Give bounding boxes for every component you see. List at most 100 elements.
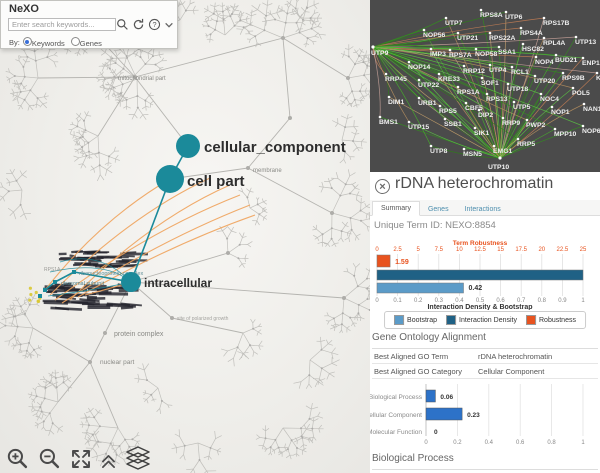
- gene-node-label[interactable]: NOP14: [408, 64, 431, 71]
- gene-node[interactable]: [581, 124, 585, 128]
- gene-node[interactable]: [504, 10, 508, 14]
- gene-node[interactable]: [501, 116, 505, 120]
- gene-node-label[interactable]: HSC82: [522, 46, 544, 53]
- gene-node-label[interactable]: SSB1: [444, 121, 462, 128]
- gene-node[interactable]: [444, 16, 448, 20]
- gene-node[interactable]: [464, 101, 468, 105]
- gene-node-label[interactable]: POL5: [572, 90, 590, 97]
- interaction-network-panel[interactable]: UTP7 RPS8A UTP6 RPS17B NOP56 UTP21 RPS22A RPS4A…: [370, 0, 600, 172]
- gene-node-label[interactable]: UTP20: [534, 78, 555, 85]
- collapse-up-icon[interactable]: [101, 453, 116, 470]
- gene-node-label[interactable]: URB1: [418, 100, 437, 107]
- gene-node[interactable]: [407, 120, 411, 124]
- gene-node-label[interactable]: NOP58: [475, 51, 498, 58]
- gene-node[interactable]: [437, 72, 441, 76]
- gene-node-label[interactable]: DIP2: [478, 112, 493, 119]
- gene-node[interactable]: [474, 47, 478, 51]
- hub-gene-node[interactable]: [498, 156, 502, 160]
- gene-node[interactable]: [422, 28, 426, 32]
- gene-node[interactable]: [521, 42, 525, 46]
- gene-node-label[interactable]: NOP4: [535, 59, 554, 66]
- gene-node[interactable]: [554, 53, 558, 57]
- tab-genes[interactable]: Genes: [427, 206, 449, 213]
- gene-node-label[interactable]: UTP15: [408, 124, 429, 131]
- gene-node[interactable]: [539, 92, 543, 96]
- legend-item-bootstrap[interactable]: Bootstrap: [394, 315, 437, 325]
- gene-node[interactable]: [488, 31, 492, 35]
- gene-node-label[interactable]: RPS7A: [449, 52, 472, 59]
- gene-node-label[interactable]: UTP6: [505, 14, 523, 21]
- hub-gene-label[interactable]: UTP10: [488, 164, 509, 171]
- gene-node-label[interactable]: NOP56: [423, 32, 446, 39]
- gene-node[interactable]: [533, 74, 537, 78]
- gene-node[interactable]: [438, 104, 442, 108]
- gene-node-label[interactable]: RRP45: [385, 76, 407, 83]
- gene-node[interactable]: [581, 56, 585, 60]
- gene-node[interactable]: [417, 96, 421, 100]
- term-node-label-intracellular[interactable]: intracellular: [144, 276, 212, 290]
- gene-node-label[interactable]: MSN5: [463, 151, 482, 158]
- gene-node[interactable]: [497, 45, 501, 49]
- gene-node[interactable]: [561, 71, 565, 75]
- gene-node-label[interactable]: RPS17B: [543, 20, 570, 27]
- gene-node-label[interactable]: RPS9B: [562, 75, 585, 82]
- gene-node-label[interactable]: RPS4A: [520, 30, 543, 37]
- gene-node[interactable]: [510, 65, 514, 69]
- zoom-in-icon[interactable]: [6, 447, 29, 470]
- term-node-cellular_component[interactable]: [176, 134, 200, 158]
- gene-node-label[interactable]: UTP13: [575, 39, 596, 46]
- gene-node-label[interactable]: PWP2: [526, 122, 545, 129]
- tab-interactions[interactable]: Interactions: [464, 206, 501, 213]
- gene-node[interactable]: [417, 78, 421, 82]
- chevron-down-icon[interactable]: [164, 20, 174, 30]
- gene-node[interactable]: [525, 118, 529, 122]
- gene-node[interactable]: [582, 102, 586, 106]
- gene-node-label[interactable]: NOP6: [582, 128, 600, 135]
- gene-node-label[interactable]: DIM1: [388, 99, 404, 106]
- gene-node-label[interactable]: SIK1: [474, 130, 489, 137]
- gene-node-label[interactable]: RRP12: [463, 68, 485, 75]
- gene-node[interactable]: [550, 105, 554, 109]
- tab-summary[interactable]: Summary: [372, 201, 420, 216]
- gene-node-label[interactable]: UTP21: [457, 35, 478, 42]
- gene-node[interactable]: [456, 31, 460, 35]
- gene-node-label[interactable]: RPS22A: [489, 35, 516, 42]
- gene-node[interactable]: [443, 117, 447, 121]
- gene-node[interactable]: [542, 36, 546, 40]
- gene-node-label[interactable]: UTP18: [507, 86, 528, 93]
- gene-node-label[interactable]: RPS8A: [480, 12, 503, 19]
- help-icon[interactable]: ?: [148, 18, 161, 31]
- gene-node[interactable]: [384, 72, 388, 76]
- term-node-intracellular[interactable]: [121, 272, 141, 292]
- gene-node[interactable]: [407, 60, 411, 64]
- term-node-label-cell_part[interactable]: cell part: [187, 173, 245, 190]
- gene-node-label[interactable]: NOC4: [540, 96, 559, 103]
- gene-node[interactable]: [429, 47, 433, 51]
- gene-node-label[interactable]: RPL4A: [543, 40, 565, 47]
- gene-node-label[interactable]: UTP8: [430, 148, 448, 155]
- gene-node-label[interactable]: RPS13: [486, 96, 508, 103]
- gene-node[interactable]: [506, 82, 510, 86]
- radio-genes[interactable]: [70, 37, 80, 46]
- ontology-graph-canvas[interactable]: mitochondrial part membrane RPS1A ribonucle…: [0, 0, 372, 473]
- gene-node-label[interactable]: BUD21: [555, 57, 578, 64]
- gene-node[interactable]: [429, 144, 433, 148]
- gene-node-label[interactable]: RPS1A: [457, 89, 480, 96]
- gene-node[interactable]: [387, 95, 391, 99]
- gene-node[interactable]: [448, 48, 452, 52]
- gene-node-label[interactable]: RCL1: [511, 69, 529, 76]
- gene-node-label[interactable]: SOF1: [481, 80, 499, 87]
- layers-icon[interactable]: [125, 446, 151, 470]
- radio-label-keywords[interactable]: Keywords: [31, 39, 65, 48]
- gene-node-label[interactable]: RRP9: [502, 120, 520, 127]
- gene-node[interactable]: [553, 127, 557, 131]
- gene-node-label[interactable]: IMP3: [430, 51, 446, 58]
- gene-node[interactable]: [488, 63, 492, 67]
- gene-node[interactable]: [462, 64, 466, 68]
- search-input[interactable]: [8, 18, 116, 31]
- gene-node[interactable]: [574, 35, 578, 39]
- gene-node-label[interactable]: UTP7: [445, 20, 463, 27]
- search-icon[interactable]: [116, 18, 129, 31]
- gene-node[interactable]: [473, 126, 477, 130]
- gene-node-label[interactable]: NAN1: [583, 106, 600, 113]
